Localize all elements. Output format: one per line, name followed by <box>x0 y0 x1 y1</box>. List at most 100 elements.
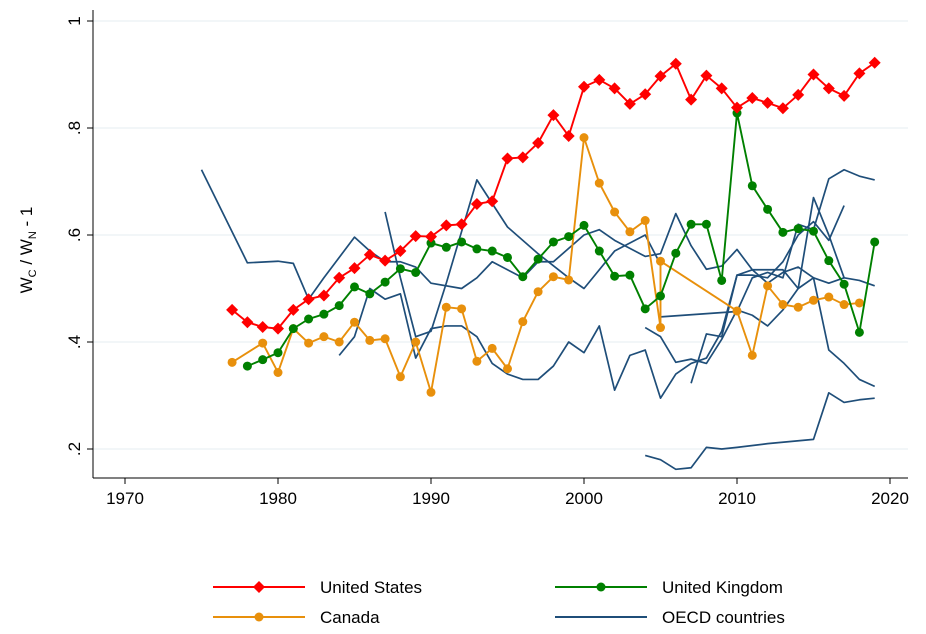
series-point <box>379 254 392 267</box>
series-point <box>273 348 283 358</box>
series-point <box>363 248 376 261</box>
series-point <box>579 220 589 230</box>
series-point <box>564 275 574 285</box>
series-point <box>548 272 558 282</box>
series-point <box>532 136 545 149</box>
series-point <box>593 73 606 86</box>
series-point <box>715 82 728 95</box>
y-label-part: / W <box>17 239 36 269</box>
series-point <box>854 327 864 337</box>
series-point <box>533 254 543 264</box>
series-point <box>394 245 407 258</box>
series-point <box>395 264 405 274</box>
y-label-sub: N <box>27 231 39 239</box>
series-point <box>868 56 881 69</box>
y-label-part: W <box>17 277 36 293</box>
series-point <box>227 357 237 367</box>
series-point <box>319 332 329 342</box>
series-point <box>763 281 773 291</box>
series-point <box>242 361 252 371</box>
series-point <box>700 69 713 82</box>
series-point <box>457 237 467 247</box>
series-point <box>562 130 575 143</box>
series-point <box>455 218 468 231</box>
series-point <box>824 256 834 266</box>
series-point <box>656 291 665 301</box>
x-tick-label: 2010 <box>718 489 756 508</box>
legend-marker <box>596 582 606 592</box>
series-point <box>426 387 436 397</box>
series-point <box>487 343 497 353</box>
series-point <box>241 316 254 329</box>
series-line <box>200 169 875 301</box>
series-point <box>685 93 698 106</box>
series-point <box>853 67 866 80</box>
series-point <box>669 57 682 70</box>
series-point <box>350 282 359 292</box>
legend-label: Canada <box>320 608 380 627</box>
series-point <box>440 219 453 232</box>
x-tick-label: 2020 <box>871 489 909 508</box>
legend-label: OECD countries <box>662 608 785 627</box>
series-point <box>516 151 529 164</box>
series-point <box>472 244 482 254</box>
series-point <box>503 364 512 374</box>
series-point <box>594 178 604 188</box>
series-point <box>425 230 437 243</box>
series-point <box>256 321 269 334</box>
series-point <box>486 195 499 208</box>
series-point <box>747 350 757 360</box>
series-point <box>334 301 344 311</box>
series-point <box>778 227 788 237</box>
series-point <box>747 181 757 191</box>
series-point <box>518 272 528 282</box>
series-point <box>380 277 390 287</box>
legend-label: United States <box>320 578 422 597</box>
series-point <box>761 96 774 109</box>
series-point <box>380 334 390 344</box>
series-point <box>610 271 620 281</box>
series-point <box>334 337 344 347</box>
series-point <box>732 306 742 316</box>
x-tick-label: 1980 <box>259 489 297 508</box>
series-point <box>533 287 543 297</box>
series-point <box>273 367 283 377</box>
series-point <box>470 197 483 210</box>
series-point <box>608 82 621 95</box>
series-point <box>763 204 773 214</box>
series-point <box>746 92 759 105</box>
series-point <box>304 314 314 324</box>
legend-label: United Kingdom <box>662 578 783 597</box>
series-point <box>547 109 560 122</box>
series-point <box>809 226 818 236</box>
series-point <box>807 68 820 81</box>
series-point <box>258 338 268 348</box>
series-point <box>579 133 589 143</box>
x-tick-label: 2000 <box>565 489 603 508</box>
series-point <box>287 303 300 316</box>
series-point <box>839 300 849 310</box>
series-point <box>518 317 528 327</box>
series-point <box>656 323 665 333</box>
series-point <box>640 216 650 226</box>
series-point <box>426 238 436 248</box>
series-point <box>623 97 636 110</box>
series-point <box>671 248 681 258</box>
series-point <box>686 219 696 229</box>
y-tick-label: .4 <box>65 335 84 349</box>
series-point <box>838 89 851 102</box>
series-point <box>350 317 359 327</box>
x-tick-label: 1970 <box>106 489 144 508</box>
y-axis-label: WC / WN - 1 <box>17 207 39 294</box>
series-point <box>503 252 512 262</box>
series-point <box>258 355 268 365</box>
series-point <box>625 227 635 237</box>
legend-item: Canada <box>213 608 380 627</box>
series-line <box>338 205 845 400</box>
series-point <box>501 152 514 165</box>
y-label-sub: C <box>27 269 39 277</box>
series-point <box>302 293 315 306</box>
y-tick-label: 1 <box>65 16 84 25</box>
